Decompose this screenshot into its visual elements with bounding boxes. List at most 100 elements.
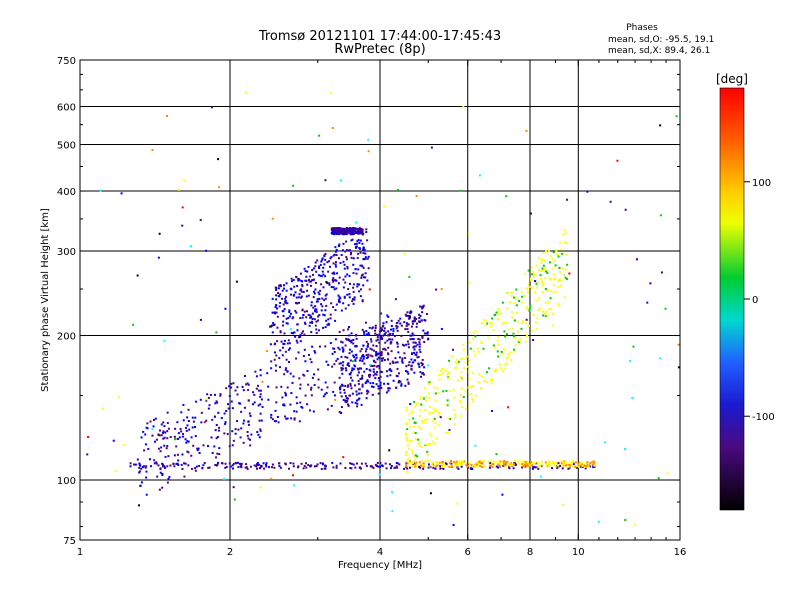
- echo-point: [342, 348, 345, 351]
- echo-point: [386, 375, 389, 378]
- echo-point: [543, 266, 546, 269]
- echo-point: [379, 375, 382, 378]
- echo-point: [274, 369, 277, 372]
- echo-point: [225, 409, 228, 412]
- echo-point: [240, 410, 243, 413]
- echo-point: [155, 462, 158, 465]
- echo-point: [418, 321, 421, 324]
- echo-point: [176, 437, 179, 440]
- echo-point: [579, 464, 582, 467]
- echo-point: [230, 400, 233, 403]
- echo-point: [422, 463, 425, 466]
- echo-point: [248, 438, 251, 441]
- echo-point: [534, 461, 537, 464]
- echo-point: [513, 336, 516, 339]
- echo-point: [239, 402, 242, 405]
- echo-point: [557, 304, 560, 307]
- echo-point: [565, 460, 568, 463]
- echo-point: [399, 380, 402, 383]
- echo-point: [327, 318, 330, 321]
- echo-point: [358, 397, 361, 400]
- echo-point: [427, 382, 430, 385]
- echo-point: [497, 466, 500, 469]
- echo-point: [309, 280, 312, 283]
- echo-point: [286, 342, 289, 345]
- echo-point: [143, 449, 146, 452]
- echo-point: [396, 329, 399, 332]
- echo-point: [322, 286, 325, 289]
- echo-point: [120, 192, 123, 195]
- echo-point: [386, 370, 389, 373]
- echo-point: [310, 464, 313, 467]
- echo-point: [372, 368, 375, 371]
- echo-point: [139, 464, 142, 467]
- echo-point: [448, 461, 451, 464]
- echo-point: [342, 329, 345, 332]
- echo-point: [430, 463, 433, 466]
- echo-point: [512, 463, 515, 466]
- echo-point: [352, 272, 355, 275]
- echo-point: [236, 393, 239, 396]
- echo-point: [502, 464, 505, 467]
- echo-point: [187, 451, 190, 454]
- echo-point: [474, 330, 477, 333]
- echo-point: [431, 461, 434, 464]
- echo-point: [529, 304, 532, 307]
- echo-point: [279, 366, 282, 369]
- echo-point: [411, 361, 414, 364]
- echo-point: [349, 371, 352, 374]
- echo-point: [286, 417, 289, 420]
- echo-point: [285, 282, 288, 285]
- echo-point: [388, 368, 391, 371]
- echo-point: [330, 228, 333, 231]
- echo-point: [414, 460, 417, 463]
- echo-point: [271, 418, 274, 421]
- echo-point: [547, 460, 550, 463]
- echo-point: [318, 314, 321, 317]
- echo-point: [315, 328, 318, 331]
- echo-point: [331, 365, 334, 368]
- echo-point: [314, 305, 317, 308]
- echo-point: [352, 338, 355, 341]
- echo-point: [290, 417, 293, 420]
- echo-point: [151, 434, 154, 437]
- echo-point: [352, 257, 355, 260]
- echo-point: [319, 462, 322, 465]
- echo-point: [569, 461, 572, 464]
- echo-point: [568, 272, 571, 275]
- echo-point: [361, 385, 364, 388]
- echo-point: [388, 338, 391, 341]
- echo-point: [279, 466, 282, 469]
- echo-point: [339, 297, 342, 300]
- echo-point: [459, 461, 462, 464]
- echo-point: [359, 231, 362, 234]
- echo-point: [337, 298, 340, 301]
- echo-point: [497, 312, 500, 315]
- echo-point: [415, 351, 418, 354]
- echo-point: [380, 352, 383, 355]
- echo-point: [242, 422, 245, 425]
- echo-point: [398, 379, 401, 382]
- echo-point: [242, 441, 245, 444]
- echo-point: [451, 348, 454, 351]
- echo-point: [349, 233, 352, 236]
- echo-point: [136, 274, 139, 277]
- echo-point: [129, 462, 132, 465]
- echo-point: [390, 341, 393, 344]
- echo-point: [236, 420, 239, 423]
- echo-point: [303, 310, 306, 313]
- echo-point: [542, 264, 545, 267]
- echo-point: [335, 272, 338, 275]
- echo-point: [540, 269, 543, 272]
- echo-point: [273, 351, 276, 354]
- echo-point: [380, 370, 383, 373]
- echo-point: [388, 449, 391, 452]
- echo-point: [277, 287, 280, 290]
- echo-point: [367, 353, 370, 356]
- echo-point: [188, 428, 191, 431]
- echo-point: [244, 466, 247, 469]
- echo-point: [588, 464, 591, 467]
- echo-point: [351, 360, 354, 363]
- echo-point: [380, 336, 383, 339]
- echo-point: [421, 372, 424, 375]
